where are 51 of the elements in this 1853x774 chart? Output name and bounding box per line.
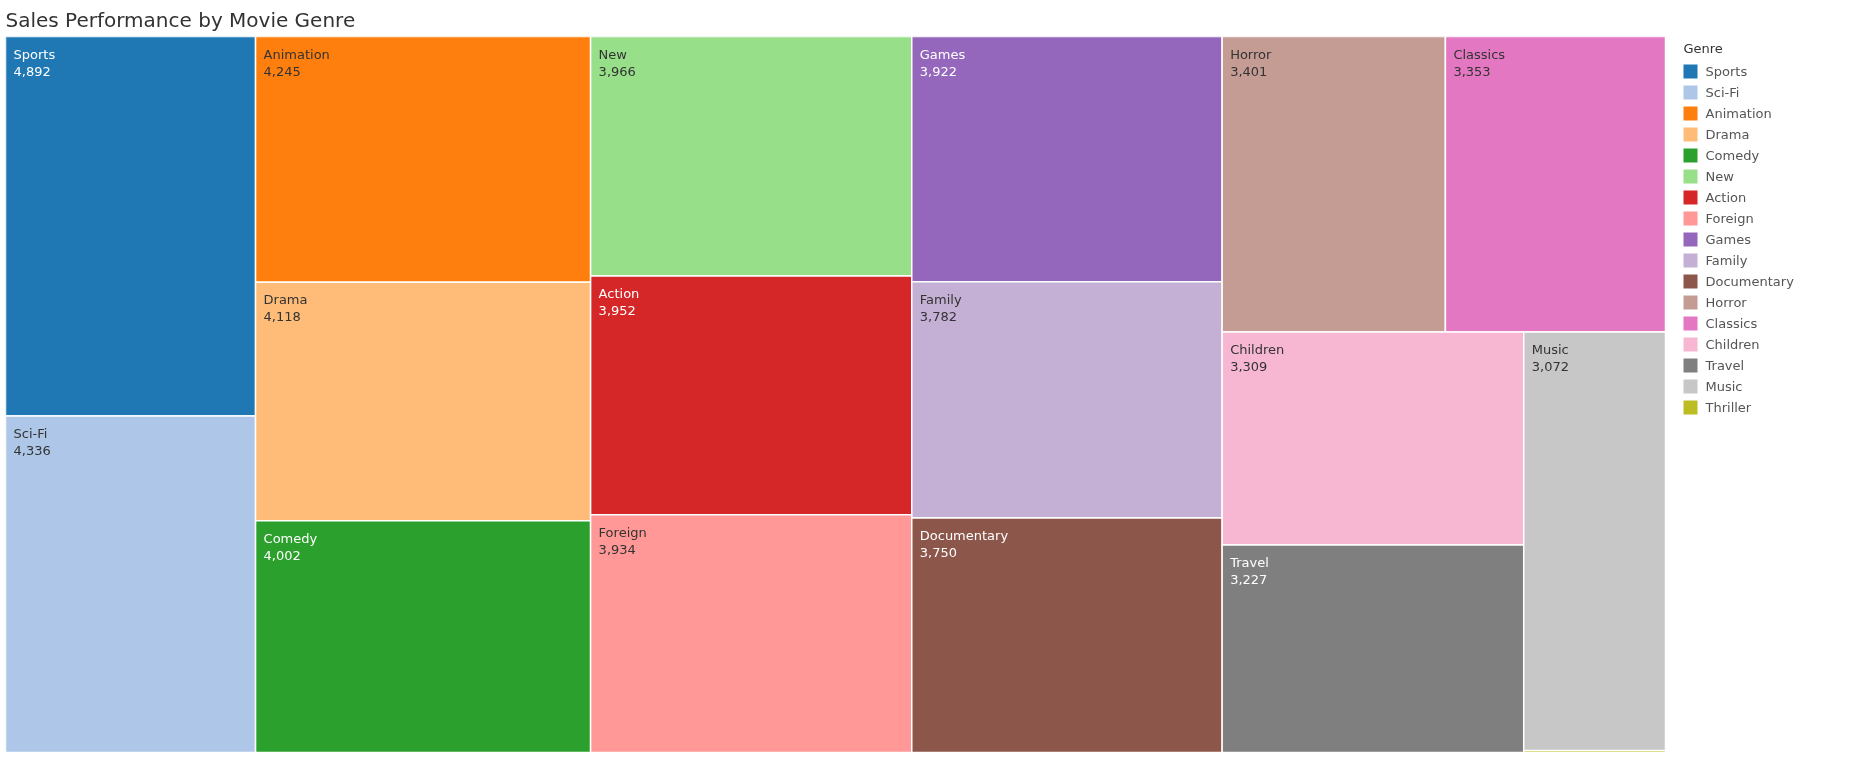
- category-label: New: [598, 46, 628, 62]
- legend-title: Genre: [1683, 40, 1723, 56]
- category-label: Comedy: [263, 530, 318, 546]
- text: Sales Performance by Movie Genre: [5, 7, 356, 32]
- category-label: Sports: [1705, 64, 1748, 79]
- category-label: Sci-Fi: [13, 426, 48, 442]
- category-label: Foreign: [1705, 211, 1754, 226]
- category-label: Children: [1705, 337, 1760, 352]
- category-label: Travel: [1705, 358, 1745, 373]
- data-label: 3,353: [1453, 63, 1491, 79]
- category-label: Children: [1230, 342, 1285, 358]
- category-label: Foreign: [598, 524, 647, 540]
- category-label: Travel: [1229, 554, 1269, 570]
- category-label: Comedy: [1705, 148, 1760, 163]
- category-label: Horror: [1705, 295, 1747, 310]
- category-label: Music: [1705, 379, 1743, 394]
- category-label: Classics: [1705, 316, 1758, 331]
- data-label: 3,401: [1230, 63, 1268, 79]
- category-label: Games: [919, 46, 966, 62]
- category-label: Family: [1705, 253, 1748, 268]
- category-label: Horror: [1230, 46, 1272, 62]
- category-label: Drama: [1705, 127, 1750, 142]
- data-label: 3,782: [919, 308, 957, 324]
- data-label: 4,002: [263, 547, 301, 563]
- category-label: Animation: [1705, 106, 1772, 121]
- category-label: Documentary: [919, 528, 1009, 544]
- data-label: 3,952: [598, 303, 636, 319]
- data-label: 4,245: [263, 63, 301, 79]
- category-label: Games: [1705, 232, 1751, 247]
- data-label: 3,966: [598, 63, 636, 79]
- category-label: Sci-Fi: [1705, 85, 1740, 100]
- category-label: Animation: [263, 46, 330, 62]
- data-label: 3,934: [598, 541, 636, 557]
- data-label: 4,336: [13, 443, 51, 459]
- category-label: Thriller: [1704, 400, 1752, 415]
- category-label: Action: [1705, 190, 1747, 205]
- category-label: Classics: [1453, 46, 1506, 62]
- category-label: Family: [919, 291, 962, 307]
- data-label: 3,072: [1531, 359, 1569, 375]
- category-label: Documentary: [1705, 274, 1794, 289]
- data-label: 4,892: [13, 63, 51, 79]
- data-label: 3,922: [919, 63, 957, 79]
- category-label: Sports: [13, 46, 56, 62]
- data-label: 3,750: [919, 545, 957, 561]
- category-label: Music: [1531, 342, 1569, 358]
- category-label: New: [1705, 169, 1734, 184]
- data-label: 3,309: [1230, 359, 1268, 375]
- data-label: 3,227: [1230, 571, 1268, 587]
- category-label: Drama: [263, 292, 308, 308]
- data-label: 4,118: [263, 309, 301, 325]
- category-label: Action: [598, 286, 640, 302]
